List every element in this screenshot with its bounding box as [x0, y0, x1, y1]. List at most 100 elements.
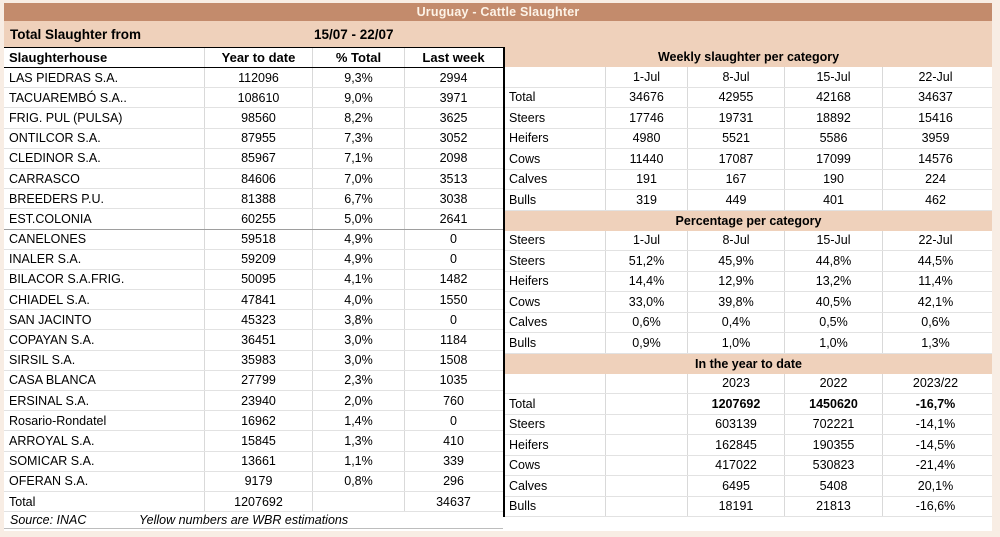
table-cell: 339 [404, 451, 502, 471]
table-cell: 9179 [204, 471, 312, 491]
table-cell: 3959 [882, 128, 988, 148]
table-cell: Bulls [509, 335, 537, 350]
table-cell: 60255 [204, 209, 312, 229]
table-cell: Heifers [509, 131, 549, 146]
table-cell: 2098 [404, 148, 502, 168]
table-cell: Rosario-Rondatel [9, 413, 107, 428]
table-row: COPAYAN S.A. 36451 3,0% 1184 [4, 330, 503, 351]
table-row: LAS PIEDRAS S.A. 112096 9,3% 2994 [4, 68, 503, 89]
table-row: Bulls 319 449 401 462 [505, 190, 992, 211]
table-cell: FRIG. PUL (PULSA) [9, 110, 123, 125]
page-title: Uruguay - Cattle Slaughter [416, 5, 580, 19]
table-cell: 108610 [204, 88, 312, 108]
table-row: SOMICAR S.A. 13661 1,1% 339 [4, 451, 503, 472]
table-cell [605, 496, 687, 516]
col-header-last-week: Last week [404, 48, 502, 67]
table-row: Calves 191 167 190 224 [505, 169, 992, 190]
estimations-note: Yellow numbers are WBR estimations [139, 512, 349, 527]
table-row: Calves 0,6% 0,4% 0,5% 0,6% [505, 312, 992, 333]
table-cell: CHIADEL S.A. [9, 292, 90, 307]
table-row: Total 34676 42955 42168 34637 [505, 87, 992, 108]
table-cell: 530823 [784, 455, 882, 475]
table-cell: 18892 [784, 108, 882, 128]
table-cell: SIRSIL S.A. [9, 353, 76, 368]
table-cell: 84606 [204, 168, 312, 189]
table-row: Heifers 4980 5521 5586 3959 [505, 128, 992, 149]
table-cell: SAN JACINTO [9, 312, 92, 327]
table-cell: 296 [404, 471, 502, 491]
table-cell: 0,8% [312, 471, 404, 491]
table-cell: CARRASCO [9, 171, 80, 186]
table-cell: 19731 [687, 108, 784, 128]
table-row: Total 1207692 1450620 -16,7% [505, 394, 992, 415]
weekly-header-week2: 8-Jul [687, 67, 784, 87]
table-cell: 17099 [784, 149, 882, 169]
table-cell: Calves [509, 478, 548, 493]
table-cell: 27799 [204, 370, 312, 390]
period-range: 15/07 - 22/07 [314, 26, 394, 42]
table-cell [605, 435, 687, 455]
table-cell: Total [509, 90, 536, 105]
table-cell: 1508 [404, 350, 502, 370]
table-cell: 11,4% [882, 271, 988, 291]
table-cell: 1,3% [312, 431, 404, 451]
total-last-week: 34637 [404, 491, 502, 512]
table-cell: 44,5% [882, 251, 988, 271]
table-row: Bulls 18191 21813 -16,6% [505, 496, 992, 517]
table-cell: 3038 [404, 189, 502, 209]
table-cell: 462 [882, 190, 988, 210]
vertical-divider [503, 47, 505, 517]
table-cell: 12,9% [687, 271, 784, 291]
table-cell: 0 [404, 249, 502, 269]
table-row: Heifers 14,4% 12,9% 13,2% 11,4% [505, 271, 992, 292]
table-cell: 6,7% [312, 189, 404, 209]
table-row: Cows 33,0% 39,8% 40,5% 42,1% [505, 292, 992, 313]
table-cell: 3,0% [312, 330, 404, 350]
table-row: ONTILCOR S.A. 87955 7,3% 3052 [4, 128, 503, 149]
table-cell: 87955 [204, 128, 312, 148]
slaughterhouse-rows: LAS PIEDRAS S.A. 112096 9,3% 2994 TACUAREMBÓ… [4, 68, 503, 492]
table-cell: 1035 [404, 370, 502, 390]
table-cell: 1,1% [312, 451, 404, 471]
table-row: Steers 17746 19731 18892 15416 [505, 108, 992, 129]
weekly-header-week1: 1-Jul [605, 67, 687, 87]
table-row: Heifers 162845 190355 -14,5% [505, 435, 992, 456]
table-cell [605, 414, 687, 434]
table-cell: Cows [509, 294, 541, 309]
table-cell: 1,4% [312, 411, 404, 431]
table-row: Calves 6495 5408 20,1% [505, 476, 992, 497]
period-label: Total Slaughter from [10, 26, 142, 42]
table-cell: 6495 [687, 476, 784, 496]
table-row: ERSINAL S.A. 23940 2,0% 760 [4, 391, 503, 412]
table-cell: 23940 [204, 391, 312, 411]
table-cell [605, 455, 687, 475]
table-cell: 21813 [784, 496, 882, 516]
table-cell: 162845 [687, 435, 784, 455]
table-cell: -21,4% [882, 455, 988, 475]
table-cell: 18191 [687, 496, 784, 516]
table-cell: 3,8% [312, 310, 404, 330]
weekly-rows: Total 34676 42955 42168 34637 Steers 17746 1973… [505, 87, 992, 211]
table-cell: OFERAN S.A. [9, 474, 89, 489]
table-cell: COPAYAN S.A. [9, 333, 95, 348]
table-cell: 8,2% [312, 108, 404, 128]
table-cell: Steers [509, 417, 546, 432]
table-row: CANELONES 59518 4,9% 0 [4, 229, 503, 250]
table-cell: 3513 [404, 168, 502, 189]
table-cell: 59518 [204, 229, 312, 249]
weekly-section-title: Weekly slaughter per category [505, 47, 992, 67]
table-cell: 39,8% [687, 292, 784, 312]
table-cell: 5408 [784, 476, 882, 496]
table-cell: Bulls [509, 192, 537, 207]
table-cell: 191 [605, 169, 687, 189]
table-cell: 35983 [204, 350, 312, 370]
table-cell: 85967 [204, 148, 312, 168]
table-cell: 0,6% [882, 312, 988, 332]
table-cell: 224 [882, 169, 988, 189]
col-header-pct-total: % Total [312, 48, 404, 67]
table-cell: SOMICAR S.A. [9, 454, 95, 469]
table-row: OFERAN S.A. 9179 0,8% 296 [4, 471, 503, 492]
percentage-header-label: Steers [509, 233, 546, 248]
table-cell: 190 [784, 169, 882, 189]
table-cell: 4980 [605, 128, 687, 148]
